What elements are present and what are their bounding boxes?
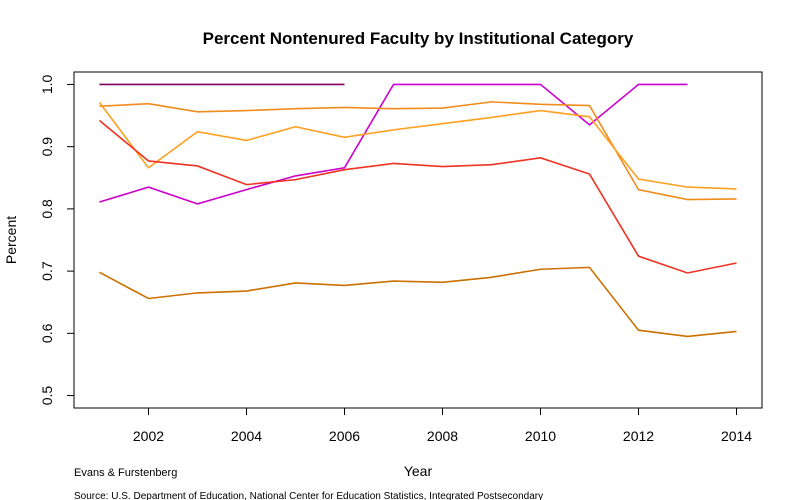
y-tick-label: 1.0 [39, 75, 55, 95]
y-axis-label: Percent [3, 216, 19, 264]
plot-frame [73, 71, 763, 409]
y-tick-label: 0.8 [39, 199, 55, 219]
series-line [99, 101, 737, 201]
chart-title: Percent Nontenured Faculty by Institutio… [203, 29, 634, 48]
series-line [99, 266, 737, 338]
x-axis-label: Year [404, 463, 433, 479]
caption: Evans & Furstenberg [74, 467, 177, 479]
series-line [98, 119, 737, 274]
y-tick-label: 0.5 [39, 386, 55, 406]
x-tick-label: 2010 [525, 428, 556, 444]
y-tick-label: 0.6 [39, 323, 55, 343]
x-tick-label: 2008 [427, 428, 458, 444]
series-line [99, 83, 688, 205]
source-note: Source: U.S. Department of Education, Na… [74, 491, 543, 500]
x-tick-label: 2002 [133, 428, 164, 444]
series-line [98, 102, 737, 190]
x-tick-label: 2004 [231, 428, 262, 444]
y-tick-label: 0.7 [39, 261, 55, 281]
x-tick-label: 2014 [721, 428, 752, 444]
y-tick-label: 0.9 [39, 137, 55, 157]
x-tick-label: 2006 [329, 428, 360, 444]
x-tick-label: 2012 [623, 428, 654, 444]
